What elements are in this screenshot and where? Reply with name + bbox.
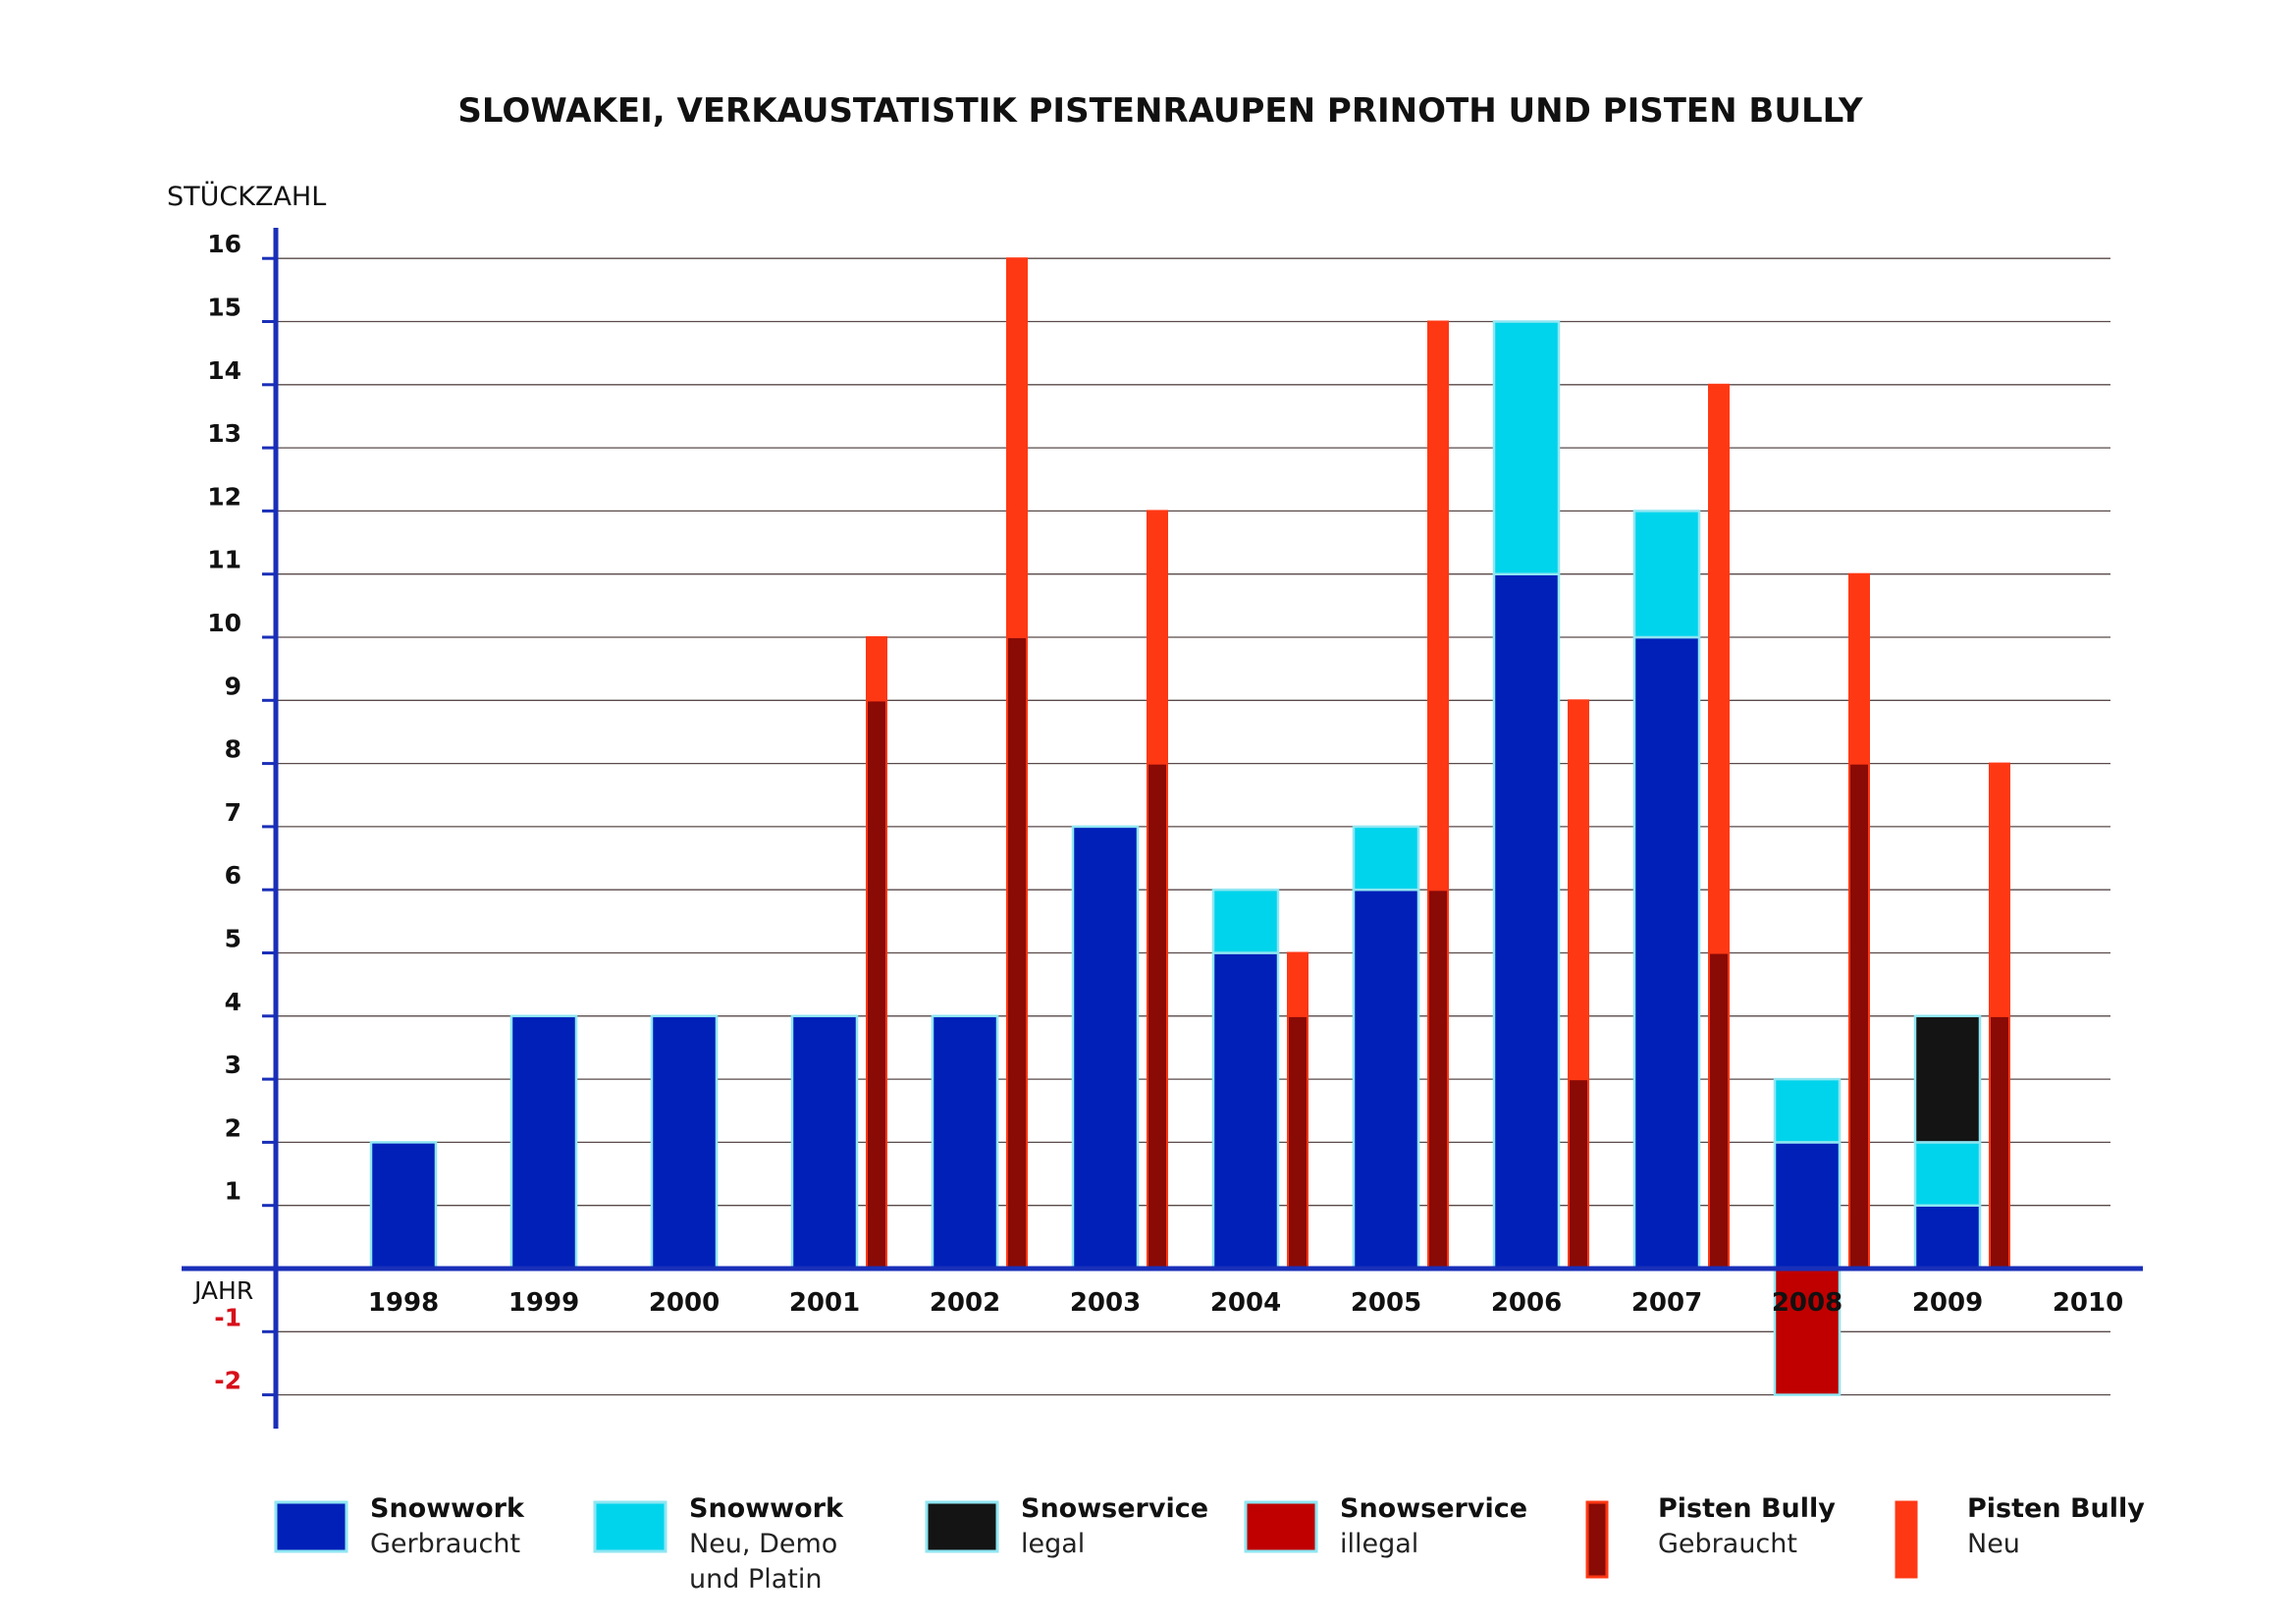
y-tick-label: 7 (225, 798, 241, 827)
x-tick-label: 1999 (508, 1288, 579, 1318)
bar-segment (1848, 572, 1870, 765)
bar-segment (650, 1014, 719, 1271)
y-tick-labels: 16 15 14 13 12 11 10 9 8 7 6 5 4 3 2 1 -1 -2 (207, 230, 241, 1394)
bar-segment (1352, 888, 1420, 1271)
legend-sublabel: Gebraucht (1658, 1529, 1797, 1559)
x-tick-labels: 1998 1999 2000 2001 2002 2003 2004 2005 2006 2007… (368, 1288, 2123, 1318)
bar-segment (1492, 320, 1561, 575)
bar-segment (1989, 762, 2010, 1017)
bar-segment (1427, 320, 1449, 892)
bar-segment (1147, 762, 1168, 1270)
bar-segment (1708, 951, 1730, 1270)
bar-segment (1568, 699, 1589, 1081)
x-tick-label: 2002 (930, 1288, 1000, 1318)
bar-segment (1006, 257, 1028, 638)
y-tick-label: 9 (225, 672, 241, 700)
bar-segment (1568, 1078, 1589, 1270)
legend-sublabel: Gerbraucht (370, 1529, 520, 1559)
y-tick-label: -1 (214, 1303, 241, 1331)
x-tick-label: 2000 (649, 1288, 720, 1318)
x-tick-label: 2005 (1351, 1288, 1421, 1318)
legend-label: Snowservice (1021, 1493, 1208, 1524)
legend-sublabel: illegal (1340, 1529, 1418, 1559)
legend-label: Snowwork (370, 1493, 525, 1524)
y-tick-label: 5 (225, 925, 241, 953)
y-tick-label: 1 (225, 1177, 241, 1206)
legend-label: Pisten Bully (1967, 1493, 2145, 1524)
legend-label: Pisten Bully (1658, 1493, 1836, 1524)
legend-sublabel: legal (1021, 1529, 1085, 1559)
bar-segment (1287, 951, 1308, 1017)
bar-segment (1006, 636, 1028, 1270)
y-tick-label: 15 (207, 294, 241, 322)
bar-segment (1913, 1141, 1982, 1207)
bar-segment (1708, 383, 1730, 954)
legend-swatch (274, 1500, 348, 1553)
x-tick-label: 2004 (1210, 1288, 1281, 1318)
chart-title: SLOWAKEI, VERKAUSTATISTIK PISTENRAUPEN P… (457, 91, 1863, 131)
y-axis-label: STÜCKZAHL (167, 181, 326, 212)
bar-segment (1773, 1267, 1842, 1396)
axes (182, 228, 2143, 1429)
legend-label: Snowservice (1340, 1493, 1527, 1524)
bar-segment (1427, 889, 1449, 1270)
bar-segment (1352, 825, 1420, 892)
y-tick-label: 3 (225, 1051, 241, 1079)
x-tick-label: 2006 (1491, 1288, 1562, 1318)
y-tick-label: 2 (225, 1113, 241, 1142)
x-tick-label: 1998 (368, 1288, 439, 1318)
x-tick-label: 2003 (1070, 1288, 1141, 1318)
bar-segment (1211, 951, 1280, 1271)
y-tick-label: -2 (214, 1367, 241, 1395)
bar-segment (790, 1014, 859, 1271)
x-axis-label: JAHR (192, 1276, 253, 1305)
y-tick-label: 14 (207, 356, 241, 385)
bar-segment (1211, 888, 1280, 954)
x-tick-label: 2010 (2053, 1288, 2123, 1318)
y-tick-label: 8 (225, 735, 241, 764)
bars (369, 257, 2010, 1396)
legend-swatch (1585, 1500, 1609, 1579)
y-tick-label: 4 (225, 988, 241, 1016)
bar-segment (1773, 1141, 1842, 1271)
y-tick-label: 11 (207, 546, 241, 574)
bar-segment (1071, 825, 1140, 1271)
bar-segment (1492, 572, 1561, 1271)
legend-swatch (1895, 1500, 1918, 1579)
legend-sublabel: Neu, Demo (689, 1529, 837, 1559)
bar-segment (1913, 1014, 1982, 1144)
legend-swatch (593, 1500, 667, 1553)
bar-segment (1147, 510, 1168, 765)
legend-swatch (925, 1500, 999, 1553)
y-tick-label: 16 (207, 230, 241, 258)
bar-segment (1989, 1014, 2010, 1271)
legend-swatch (1244, 1500, 1318, 1553)
legend-sublabel: und Platin (689, 1564, 822, 1595)
y-tick-label: 6 (225, 861, 241, 890)
y-tick-label: 13 (207, 419, 241, 448)
legend-sublabel: Neu (1967, 1529, 2020, 1559)
x-tick-label: 2001 (789, 1288, 860, 1318)
bar-segment (866, 636, 887, 702)
legend: Snowwork Gerbraucht Snowwork Neu, Demo und P… (274, 1493, 2145, 1595)
y-tick-label: 12 (207, 482, 241, 511)
bar-segment (369, 1141, 438, 1271)
x-tick-label: 2008 (1772, 1288, 1842, 1318)
bar-segment (1773, 1077, 1842, 1144)
bar-segment (866, 699, 887, 1270)
bar-segment (1848, 762, 1870, 1270)
x-tick-label: 2007 (1631, 1288, 1702, 1318)
y-tick-label: 10 (207, 609, 241, 637)
bar-segment (1287, 1014, 1308, 1271)
bar-segment (509, 1014, 578, 1271)
x-tick-label: 2009 (1912, 1288, 1983, 1318)
legend-label: Snowwork (689, 1493, 844, 1524)
bar-segment (1913, 1204, 1982, 1271)
bar-segment (931, 1014, 999, 1271)
bar-segment (1632, 510, 1701, 639)
bar-segment (1632, 635, 1701, 1271)
